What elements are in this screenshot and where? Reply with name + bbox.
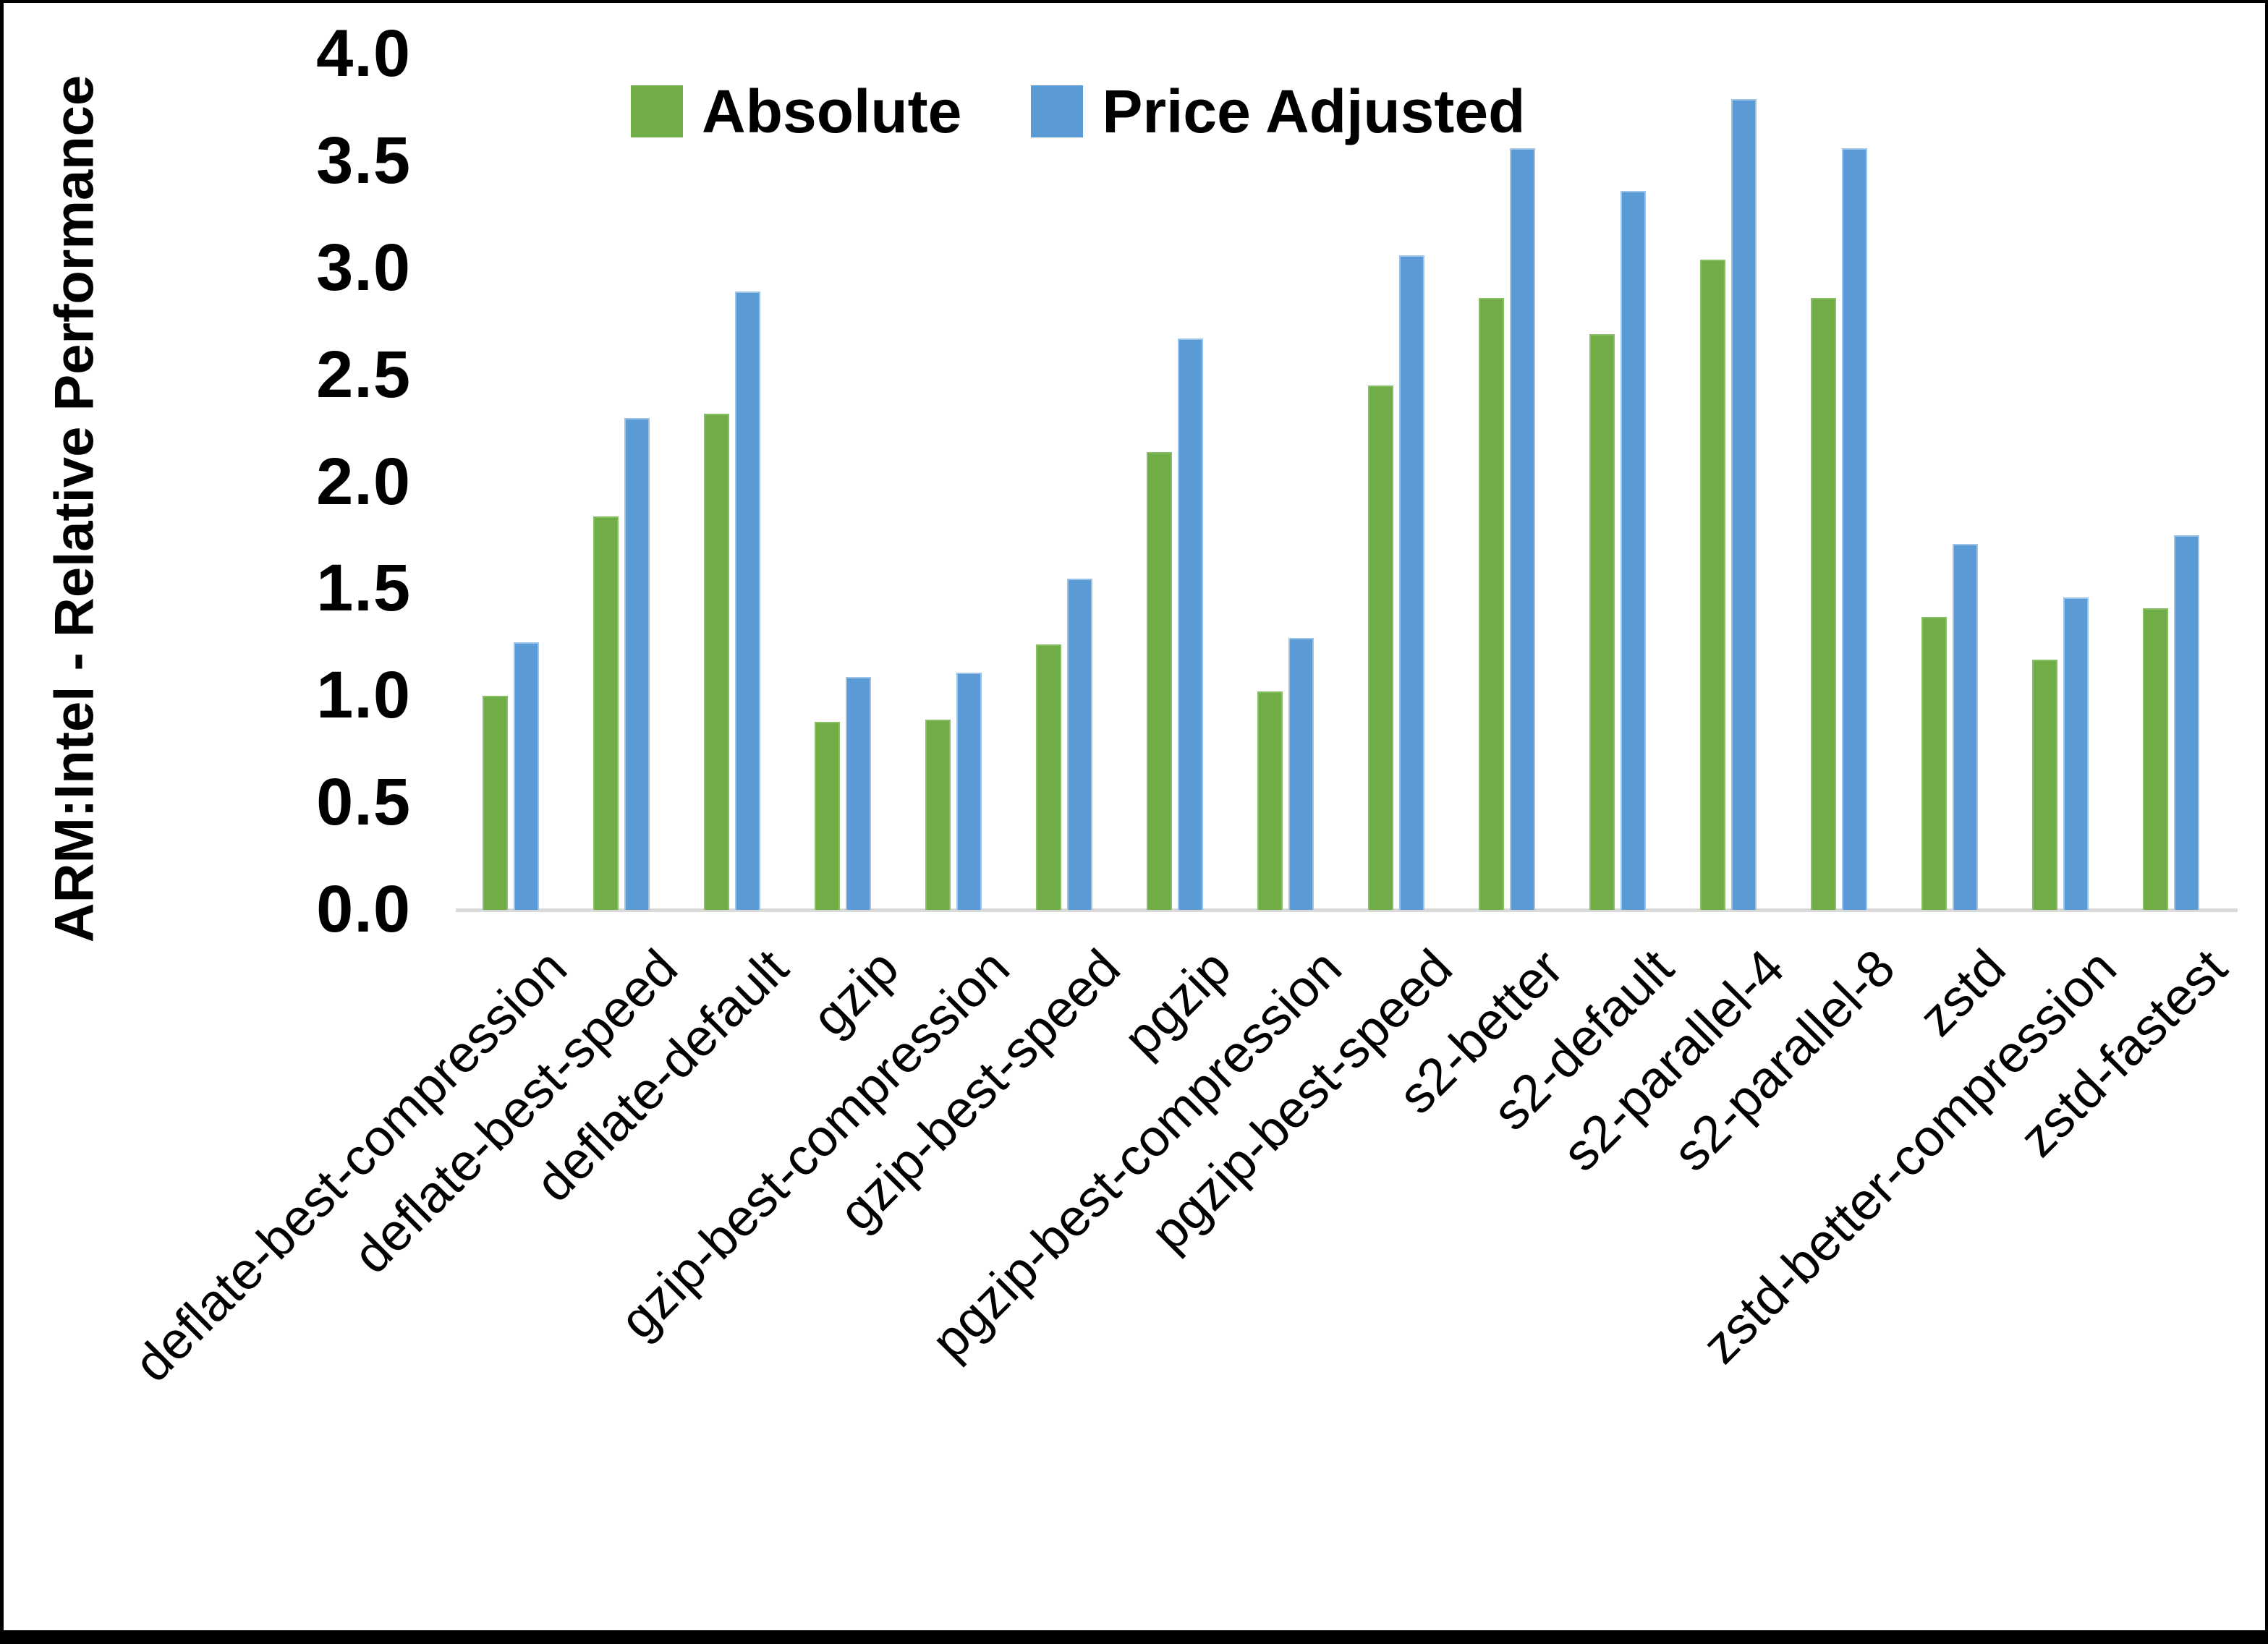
x-axis-line <box>456 908 2238 912</box>
y-tick-label-1.0: 1.0 <box>316 658 411 733</box>
y-axis-title: ARM:Intel - Relative Performance <box>43 74 106 943</box>
bar-price-adjusted-zstd-fastest <box>2174 535 2199 910</box>
bar-price-adjusted-s2-parallel-8 <box>1842 148 1867 910</box>
y-tick-label-4.0: 4.0 <box>316 17 411 90</box>
bar-absolute-zstd-fastest <box>2143 608 2168 910</box>
bar-absolute-s2-default <box>1589 334 1615 910</box>
bar-absolute-deflate-default <box>704 414 729 910</box>
y-tick-label-1.5: 1.5 <box>316 551 411 626</box>
bar-price-adjusted-s2-default <box>1621 191 1646 910</box>
bar-absolute-zstd <box>1921 617 1947 910</box>
bar-price-adjusted-gzip-best-speed <box>1067 579 1092 910</box>
bar-absolute-gzip-best-compression <box>925 720 951 910</box>
bar-price-adjusted-pgzip-best-speed <box>1399 255 1424 910</box>
x-category-label-deflate-best-compression: deflate-best-compression <box>123 938 578 1394</box>
bar-absolute-s2-parallel-8 <box>1811 298 1836 910</box>
y-tick-label-0.0: 0.0 <box>316 872 411 946</box>
bar-absolute-pgzip <box>1147 452 1172 910</box>
legend-item-absolute: Absolute <box>631 81 961 142</box>
bar-absolute-zstd-better-compression <box>2032 660 2057 910</box>
bar-price-adjusted-deflate-best-compression <box>514 642 539 910</box>
y-tick-label-3.0: 3.0 <box>316 230 411 304</box>
bar-absolute-deflate-best-compression <box>483 696 508 910</box>
bar-absolute-gzip <box>815 722 840 910</box>
bar-price-adjusted-deflate-default <box>735 291 760 910</box>
bar-price-adjusted-s2-better <box>1510 148 1535 910</box>
y-tick-label-0.5: 0.5 <box>316 765 411 840</box>
bar-price-adjusted-pgzip <box>1178 338 1203 910</box>
bar-price-adjusted-pgzip-best-compression <box>1288 638 1314 910</box>
legend-swatch-icon <box>631 85 683 137</box>
bar-absolute-pgzip-best-speed <box>1368 386 1393 910</box>
bar-price-adjusted-deflate-best-speed <box>624 418 650 910</box>
bar-price-adjusted-zstd-better-compression <box>2063 597 2089 910</box>
bar-absolute-pgzip-best-compression <box>1257 691 1283 910</box>
bar-absolute-deflate-best-speed <box>593 516 619 910</box>
bar-absolute-s2-better <box>1479 298 1504 910</box>
legend-swatch-icon <box>1031 85 1084 137</box>
bar-price-adjusted-gzip <box>846 677 871 910</box>
legend-label: Absolute <box>702 77 962 145</box>
legend-label: Price Adjusted <box>1102 77 1526 145</box>
bar-price-adjusted-s2-parallel-4 <box>1731 99 1757 910</box>
y-tick-label-2.5: 2.5 <box>316 337 411 412</box>
y-tick-label-3.5: 3.5 <box>316 123 411 197</box>
legend: Absolute Price Adjusted <box>631 81 1525 142</box>
y-tick-label-2.0: 2.0 <box>316 444 411 519</box>
bar-price-adjusted-zstd <box>1953 544 1978 910</box>
bar-absolute-gzip-best-speed <box>1036 644 1061 910</box>
bar-absolute-s2-parallel-4 <box>1700 260 1725 910</box>
bar-price-adjusted-gzip-best-compression <box>956 673 982 910</box>
legend-item-price-adjusted: Price Adjusted <box>1031 81 1525 142</box>
